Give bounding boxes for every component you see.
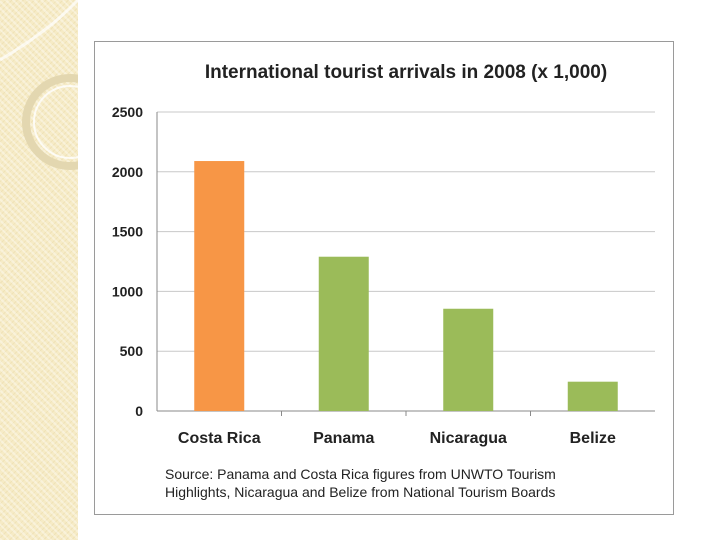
- chart-title: International tourist arrivals in 2008 (…: [205, 62, 607, 83]
- x-tick-label: Panama: [313, 430, 374, 447]
- decorative-rings: [0, 0, 78, 170]
- decorative-side-strip: [0, 0, 78, 540]
- y-tick-label: 1000: [112, 283, 143, 299]
- bar-costa-rica: [194, 161, 245, 411]
- source-line-1: Source: Panama and Costa Rica figures fr…: [165, 466, 556, 482]
- x-tick-label: Costa Rica: [178, 430, 261, 447]
- y-tick-label: 1500: [112, 224, 143, 240]
- y-tick-label: 2500: [112, 104, 143, 120]
- y-tick-label: 500: [120, 343, 144, 359]
- chart-panel: International tourist arrivals in 2008 (…: [94, 41, 674, 515]
- source-note: Source: Panama and Costa Rica figures fr…: [165, 465, 665, 501]
- y-tick-label: 2000: [112, 164, 143, 180]
- bar-panama: [318, 256, 369, 411]
- bar-belize: [567, 381, 618, 411]
- source-line-2: Highlights, Nicaragua and Belize from Na…: [165, 484, 556, 500]
- bar-nicaragua: [443, 308, 494, 411]
- bar-chart: International tourist arrivals in 2008 (…: [112, 62, 655, 447]
- x-tick-label: Nicaragua: [430, 430, 507, 447]
- y-tick-label: 0: [135, 403, 143, 419]
- x-tick-label: Belize: [570, 430, 616, 447]
